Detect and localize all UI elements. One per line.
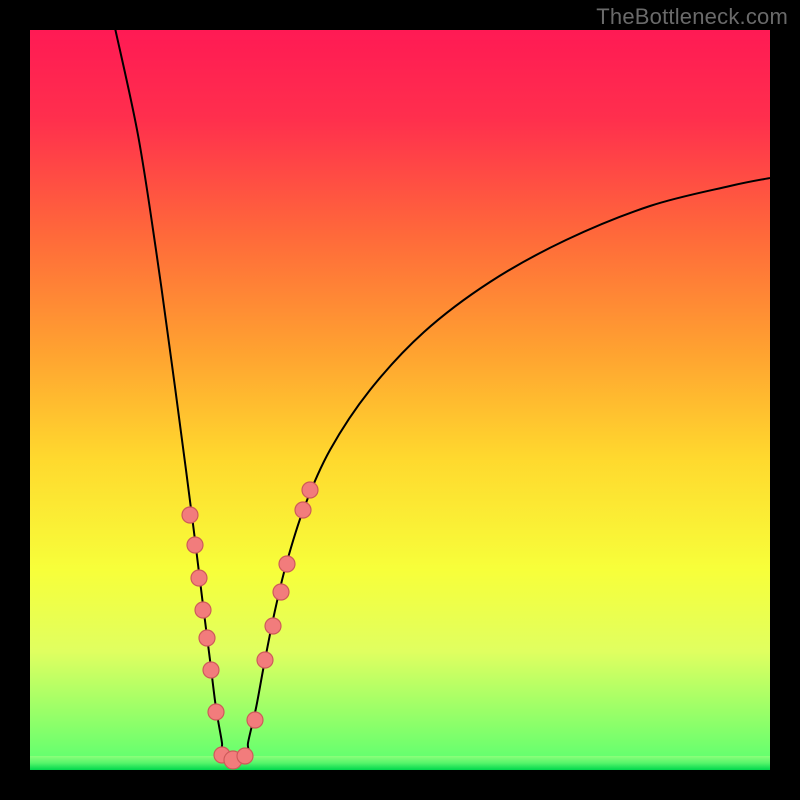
- data-point: [273, 584, 289, 600]
- data-point: [257, 652, 273, 668]
- data-point: [295, 502, 311, 518]
- data-point: [199, 630, 215, 646]
- chart-container: TheBottleneck.com: [0, 0, 800, 800]
- data-point: [191, 570, 207, 586]
- watermark-text: TheBottleneck.com: [596, 4, 788, 30]
- data-point: [237, 748, 253, 764]
- data-point: [195, 602, 211, 618]
- data-point: [208, 704, 224, 720]
- data-point: [203, 662, 219, 678]
- data-point: [182, 507, 198, 523]
- green-band: [30, 756, 770, 770]
- data-point: [247, 712, 263, 728]
- data-point: [279, 556, 295, 572]
- data-point: [302, 482, 318, 498]
- gradient-background: [30, 30, 770, 770]
- data-point: [265, 618, 281, 634]
- data-point: [187, 537, 203, 553]
- bottleneck-chart: [30, 30, 770, 770]
